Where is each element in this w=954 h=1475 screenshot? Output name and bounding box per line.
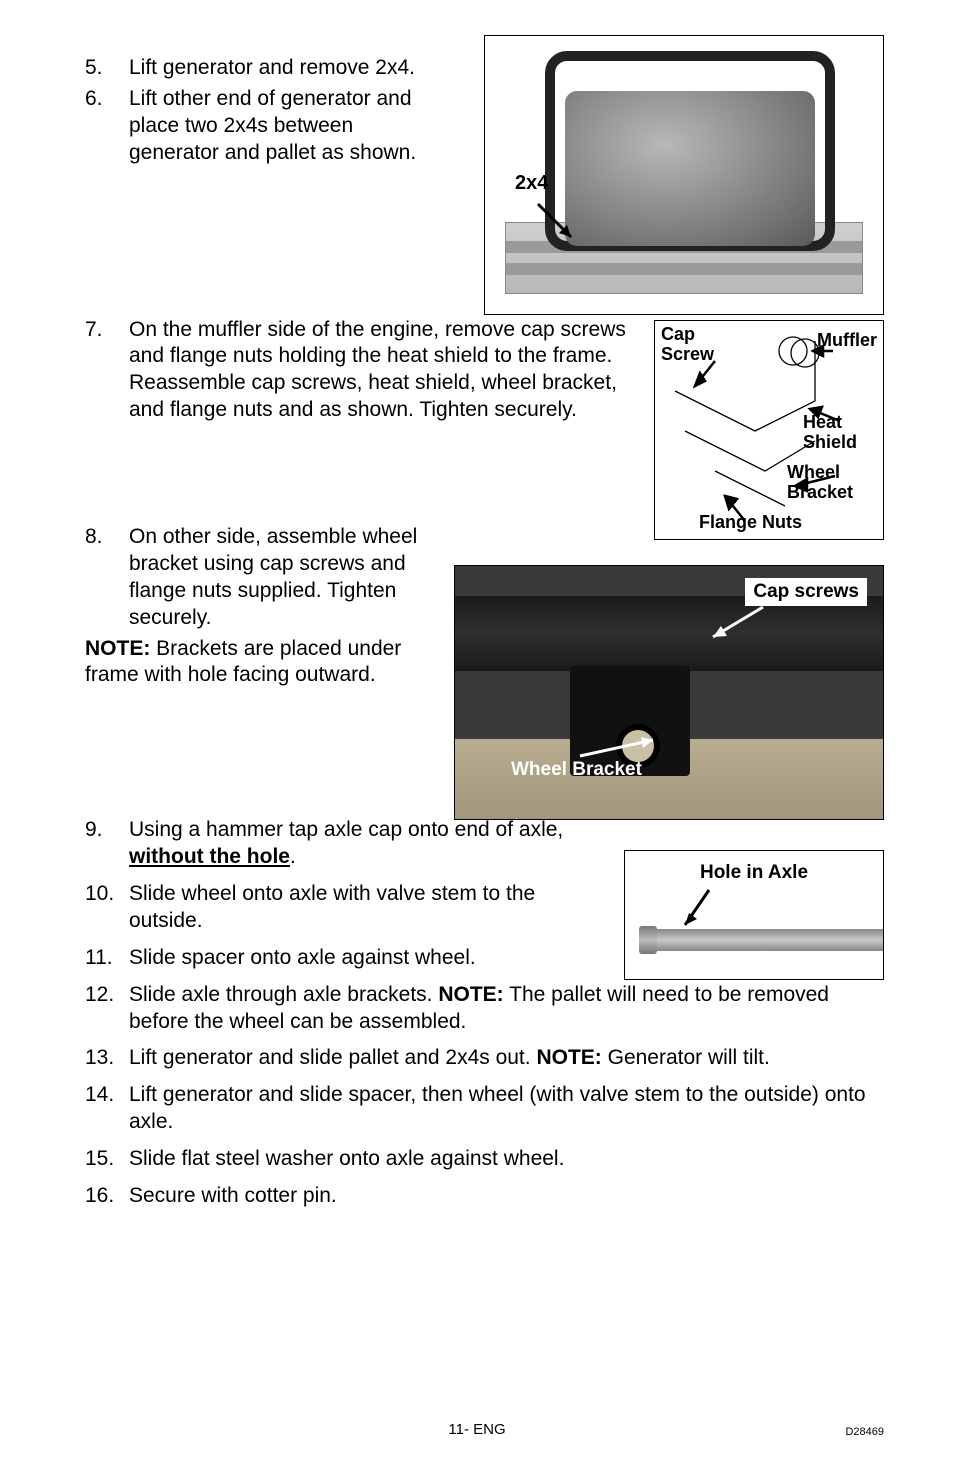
note-prefix: NOTE: — [85, 637, 150, 660]
label-wheel-bracket: Wheel Bracket — [787, 463, 877, 503]
step-number: 8. — [85, 524, 129, 632]
step-list-8: 8. On other side, assemble wheel bracket… — [85, 524, 455, 632]
step-14: 14. Lift generator and slide spacer, the… — [85, 1082, 884, 1136]
step-15: 15. Slide flat steel washer onto axle ag… — [85, 1146, 884, 1173]
footer-page-number: 11- ENG — [448, 1420, 505, 1439]
step-13: 13. Lift generator and slide pallet and … — [85, 1045, 884, 1072]
engine-graphic — [565, 91, 815, 246]
label-flange-nuts: Flange Nuts — [699, 513, 802, 533]
step-text: Using a hammer tap axle cap onto end of … — [129, 817, 595, 871]
step-list-7: 7. On the muffler side of the engine, re… — [85, 317, 645, 425]
page: 5. Lift generator and remove 2x4. 6. Lif… — [0, 0, 954, 1475]
step-number: 11. — [85, 945, 129, 972]
label-2x4: 2x4 — [515, 171, 548, 197]
label-heat-shield: Heat Shield — [803, 413, 873, 453]
step-text: Slide wheel onto axle with valve stem to… — [129, 881, 595, 935]
step-number: 9. — [85, 817, 129, 871]
arrow-icon — [575, 734, 665, 764]
step-text: Lift other end of generator and place tw… — [129, 86, 445, 167]
step-text: Slide flat steel washer onto axle agains… — [129, 1146, 884, 1173]
step-10: 10. Slide wheel onto axle with valve ste… — [85, 881, 595, 935]
step-9: 9. Using a hammer tap axle cap onto end … — [85, 817, 595, 871]
note-8: NOTE: Brackets are placed under frame wi… — [85, 636, 455, 690]
step-text: Lift generator and slide spacer, then wh… — [129, 1082, 884, 1136]
label-cap-screw: Cap Screw — [661, 325, 731, 365]
figure-wheel-bracket-photo: Cap screws Wheel Bracket — [454, 565, 884, 820]
step-5: 5. Lift generator and remove 2x4. — [85, 55, 445, 82]
step-number: 12. — [85, 982, 129, 1036]
step-8: 8. On other side, assemble wheel bracket… — [85, 524, 455, 632]
step-text: Lift generator and remove 2x4. — [129, 55, 445, 82]
arrow-icon — [703, 602, 773, 652]
step-text: On other side, assemble wheel bracket us… — [129, 524, 455, 632]
figure-axle-hole: Hole in Axle — [624, 850, 884, 980]
figure-muffler-bracket: Cap Screw Muffler Heat Shield Wheel Brac… — [654, 320, 884, 540]
step-list-top: 5. Lift generator and remove 2x4. 6. Lif… — [85, 55, 445, 167]
step-number: 15. — [85, 1146, 129, 1173]
step-number: 10. — [85, 881, 129, 935]
step-16: 16. Secure with cotter pin. — [85, 1183, 884, 1210]
step-6: 6. Lift other end of generator and place… — [85, 86, 445, 167]
step-number: 6. — [85, 86, 129, 167]
arrow-icon — [679, 885, 729, 935]
step-12: 12. Slide axle through axle brackets. NO… — [85, 982, 884, 1036]
figure-generator-pallet: 2x4 — [484, 35, 884, 315]
step-7: 7. On the muffler side of the engine, re… — [85, 317, 645, 425]
step-number: 14. — [85, 1082, 129, 1136]
step-number: 7. — [85, 317, 129, 425]
label-muffler: Muffler — [817, 331, 877, 351]
step-text: Slide axle through axle brackets. NOTE: … — [129, 982, 884, 1036]
step-number: 16. — [85, 1183, 129, 1210]
step-number: 5. — [85, 55, 129, 82]
step-number: 13. — [85, 1045, 129, 1072]
label-hole-in-axle: Hole in Axle — [625, 861, 883, 885]
step-text: On the muffler side of the engine, remov… — [129, 317, 645, 425]
footer-doc-id: D28469 — [845, 1425, 884, 1439]
step-text: Secure with cotter pin. — [129, 1183, 884, 1210]
arrow-icon — [533, 199, 577, 243]
frame-bar — [455, 596, 883, 671]
axle-graphic — [651, 929, 883, 951]
step-text: Lift generator and slide pallet and 2x4s… — [129, 1045, 884, 1072]
